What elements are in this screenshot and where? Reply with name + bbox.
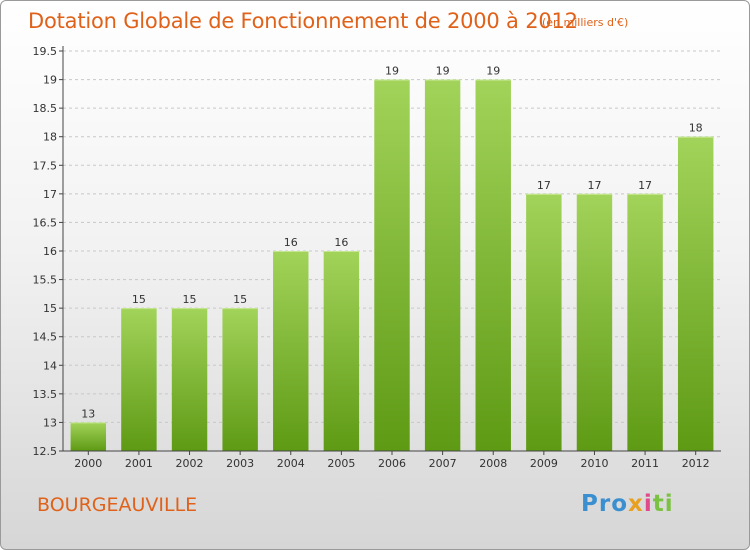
- y-tick-label: 15: [43, 302, 57, 315]
- data-label: 15: [183, 293, 197, 306]
- bar: [424, 79, 461, 452]
- x-tick-label: 2004: [277, 457, 305, 470]
- bar: [627, 193, 663, 451]
- bar: [576, 193, 613, 451]
- bar: [323, 251, 360, 451]
- y-tick-label: 14: [43, 359, 57, 372]
- x-tick-label: 2001: [125, 457, 153, 470]
- data-label: 17: [587, 179, 601, 192]
- y-tick-label: 18: [43, 131, 57, 144]
- commune-name: BOURGEAUVILLE: [37, 494, 198, 516]
- x-tick-label: 2012: [682, 457, 710, 470]
- x-tick-label: 2006: [378, 457, 406, 470]
- y-tick-label: 17: [43, 188, 57, 201]
- bars: 13 15 15 15 16 16 19 19 19 17 17 17 18: [70, 65, 714, 452]
- x-tick-label: 2009: [530, 457, 558, 470]
- data-label: 17: [537, 179, 551, 192]
- data-label: 16: [284, 236, 298, 249]
- x-tick-label: 2002: [176, 457, 204, 470]
- data-label: 13: [81, 407, 95, 420]
- data-label: 15: [233, 293, 247, 306]
- x-tick-label: 2005: [327, 457, 355, 470]
- x-tick-label: 2003: [226, 457, 254, 470]
- data-label: 16: [334, 236, 348, 249]
- bar: [526, 193, 562, 451]
- y-tick-label: 13: [43, 416, 57, 429]
- bar: [475, 79, 511, 452]
- bar: [222, 308, 258, 451]
- y-tick-label: 16.5: [33, 216, 58, 229]
- data-label: 19: [436, 65, 450, 78]
- x-tick-label: 2007: [429, 457, 457, 470]
- y-tick-label: 12.5: [33, 445, 58, 458]
- data-label: 15: [132, 293, 146, 306]
- x-tick-label: 2011: [631, 457, 659, 470]
- y-tick-label: 19: [43, 74, 57, 87]
- y-tick-label: 16: [43, 245, 57, 258]
- x-tick-label: 2010: [580, 457, 608, 470]
- bar: [677, 136, 714, 451]
- y-tick-label: 18.5: [33, 102, 58, 115]
- data-label: 19: [385, 65, 399, 78]
- bar: [121, 308, 157, 451]
- data-label: 19: [486, 65, 500, 78]
- bar: [70, 422, 107, 451]
- y-tick-label: 17.5: [33, 159, 58, 172]
- y-tick-label: 13.5: [33, 388, 58, 401]
- bar: [171, 308, 208, 451]
- units-note: (en milliers d'€): [542, 16, 629, 29]
- bar: [273, 251, 309, 451]
- proxiti-logo: Proxiti: [581, 491, 674, 517]
- chart-title: Dotation Globale de Fonctionnement de 20…: [28, 9, 578, 33]
- axes: 12.5 13 13.5 14 14.5 15 15.5 16 16.5 17 17.5 18 18.5…: [33, 45, 721, 470]
- y-tick-label: 19.5: [33, 45, 58, 58]
- y-tick-label: 15.5: [33, 274, 58, 287]
- data-label: 17: [638, 179, 652, 192]
- bar: [374, 79, 410, 452]
- x-tick-label: 2000: [74, 457, 102, 470]
- y-tick-label: 14.5: [33, 331, 58, 344]
- data-label: 18: [689, 122, 703, 135]
- x-tick-label: 2008: [479, 457, 507, 470]
